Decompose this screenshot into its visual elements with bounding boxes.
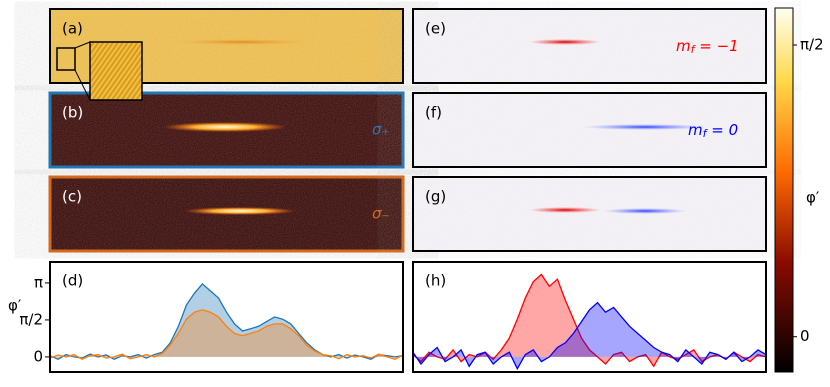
image-border bbox=[48, 91, 405, 169]
signal-streak bbox=[603, 208, 687, 214]
annotation-sub: f bbox=[691, 43, 697, 56]
signal-streak bbox=[529, 207, 601, 213]
plot-frame bbox=[49, 261, 404, 373]
annotation-main: m bbox=[688, 121, 703, 139]
annotation-rest: = 0 bbox=[707, 121, 739, 139]
colorbar-label: φ′ bbox=[806, 189, 820, 207]
annotation: mf = 0 bbox=[688, 121, 738, 141]
panel-label: (d) bbox=[62, 272, 83, 290]
annotation-sub: f bbox=[703, 127, 709, 140]
signal-streak bbox=[529, 39, 601, 45]
y-tick-label: 0 bbox=[33, 347, 43, 365]
data-line bbox=[49, 309, 404, 361]
image-border bbox=[412, 8, 767, 84]
inset-connector bbox=[74, 41, 91, 49]
image-noise bbox=[413, 9, 766, 83]
y-tick-label: π/2 bbox=[19, 310, 43, 328]
image-border bbox=[48, 175, 405, 253]
annotation-main: m bbox=[676, 37, 691, 55]
y-axis-label: φ′ bbox=[8, 297, 22, 315]
data-line bbox=[412, 301, 767, 371]
image-noise bbox=[413, 177, 766, 251]
inset-connector bbox=[74, 69, 91, 101]
inset-zoom bbox=[89, 41, 143, 101]
panel-label: (c) bbox=[62, 188, 82, 206]
colorbar-tick-label: π/2 bbox=[800, 35, 824, 53]
area-fill bbox=[50, 309, 403, 360]
y-tick-label: π bbox=[34, 273, 43, 291]
panel-label: (e) bbox=[425, 20, 446, 38]
signal-streak bbox=[583, 124, 707, 130]
panel-label: (f) bbox=[425, 104, 442, 122]
inset-marker bbox=[56, 47, 76, 71]
image-border bbox=[49, 8, 404, 84]
annotation: σ₋ bbox=[372, 205, 389, 223]
panel-label: (h) bbox=[425, 272, 446, 290]
plot-frame bbox=[412, 261, 767, 373]
annotation: σ₊ bbox=[372, 121, 389, 139]
signal-streak bbox=[184, 207, 296, 215]
panel-label: (a) bbox=[62, 20, 83, 38]
panel-label: (b) bbox=[62, 104, 83, 122]
signal-streak bbox=[163, 122, 287, 132]
data-line bbox=[49, 282, 404, 361]
annotation: mf = −1 bbox=[676, 37, 739, 57]
area-fill bbox=[413, 302, 766, 369]
image-noise bbox=[413, 93, 766, 167]
image-border bbox=[412, 92, 767, 168]
image-border bbox=[412, 176, 767, 252]
colorbar-tick-label: 0 bbox=[800, 327, 810, 345]
annotation-rest: = −1 bbox=[695, 37, 739, 55]
data-line bbox=[412, 273, 767, 368]
signal-streak bbox=[172, 39, 312, 45]
panel-label: (g) bbox=[425, 188, 446, 206]
colorbar bbox=[774, 7, 794, 373]
area-fill bbox=[50, 283, 403, 360]
